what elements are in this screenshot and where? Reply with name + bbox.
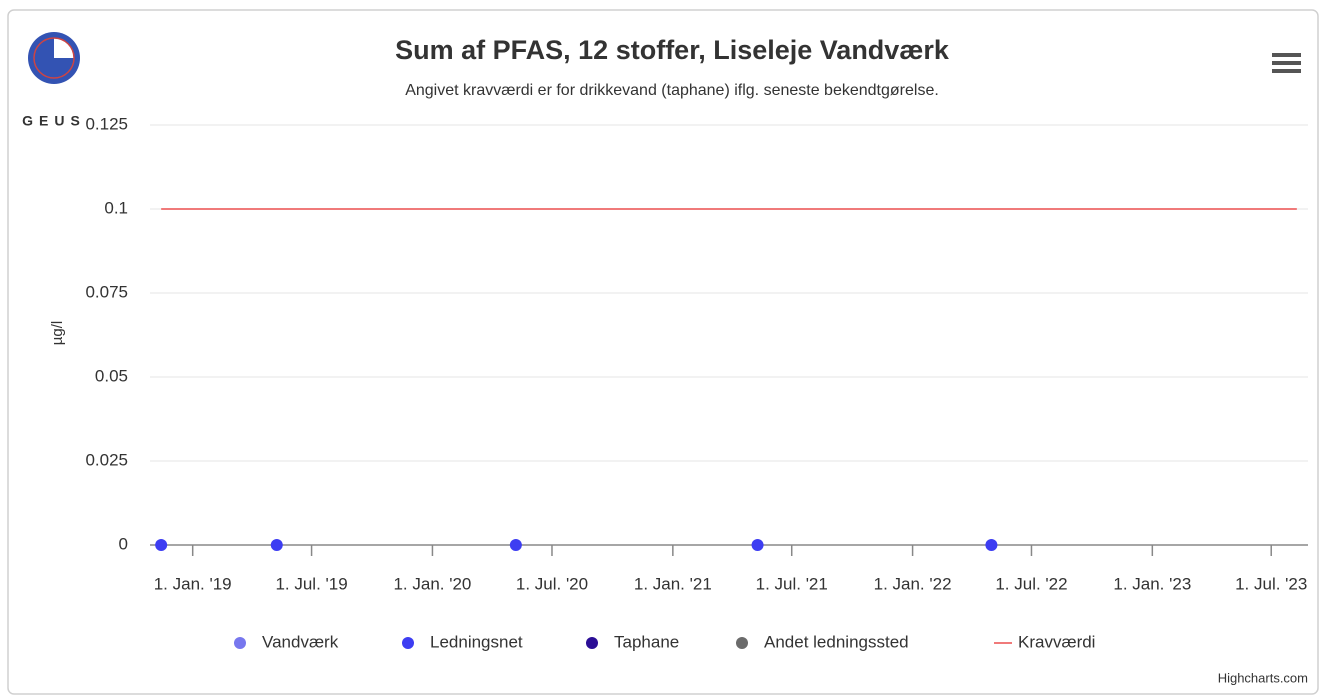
x-tick-label: 1. Jul. '20	[516, 574, 588, 593]
chart-subtitle: Angivet kravværdi er for drikkevand (tap…	[405, 82, 939, 99]
legend-label: Kravværdi	[1018, 632, 1095, 651]
legend-symbol	[234, 637, 246, 649]
chart-frame	[7, 9, 1319, 695]
legend-item[interactable]: Vandværk	[234, 632, 339, 651]
y-axis-title: µg/l	[49, 321, 66, 346]
legend-item[interactable]: Ledningsnet	[402, 632, 523, 651]
legend-label: Vandværk	[262, 632, 339, 651]
data-point	[985, 539, 998, 551]
y-tick-label: 0.05	[95, 366, 128, 385]
menu-bar	[1272, 53, 1301, 57]
x-tick-label: 1. Jan. '19	[154, 574, 232, 593]
x-tick-label: 1. Jan. '21	[634, 574, 712, 593]
y-tick-label: 0.1	[104, 198, 128, 217]
legend-label: Ledningsnet	[430, 632, 523, 651]
x-tick-label: 1. Jan. '22	[874, 574, 952, 593]
x-tick-label: 1. Jul. '21	[756, 574, 828, 593]
logo-ring	[33, 37, 75, 79]
menu-bar	[1272, 69, 1301, 73]
legend-item[interactable]: Taphane	[586, 632, 679, 651]
logo-quarter	[54, 38, 74, 58]
data-point	[751, 539, 764, 551]
data-point	[155, 539, 168, 551]
chart-title: Sum af PFAS, 12 stoffer, Liseleje Vandvæ…	[395, 35, 950, 65]
legend-symbol	[736, 637, 748, 649]
legend-item[interactable]: Andet ledningssted	[736, 632, 909, 651]
y-tick-label: 0.025	[85, 450, 128, 469]
credits: Highcharts.com	[1218, 670, 1308, 685]
legend-symbol	[586, 637, 598, 649]
y-tick-label: 0	[119, 534, 128, 553]
y-tick-label: 0.125	[85, 114, 128, 133]
data-point	[270, 539, 283, 551]
x-tick-label: 1. Jan. '20	[393, 574, 471, 593]
x-tick-label: 1. Jul. '22	[995, 574, 1067, 593]
legend-label: Taphane	[614, 632, 679, 651]
legend-item[interactable]: Kravværdi	[994, 632, 1095, 651]
x-tick-label: 1. Jan. '23	[1113, 574, 1191, 593]
menu-button[interactable]	[1268, 46, 1304, 80]
menu-bar	[1272, 61, 1301, 65]
logo: GEUS	[22, 32, 86, 129]
logo-text: GEUS	[22, 113, 86, 129]
x-tick-label: 1. Jul. '19	[275, 574, 347, 593]
x-tick-label: 1. Jul. '23	[1235, 574, 1307, 593]
legend-symbol	[402, 637, 414, 649]
legend-label: Andet ledningssted	[764, 632, 909, 651]
y-tick-label: 0.075	[85, 282, 128, 301]
data-point	[509, 539, 522, 551]
